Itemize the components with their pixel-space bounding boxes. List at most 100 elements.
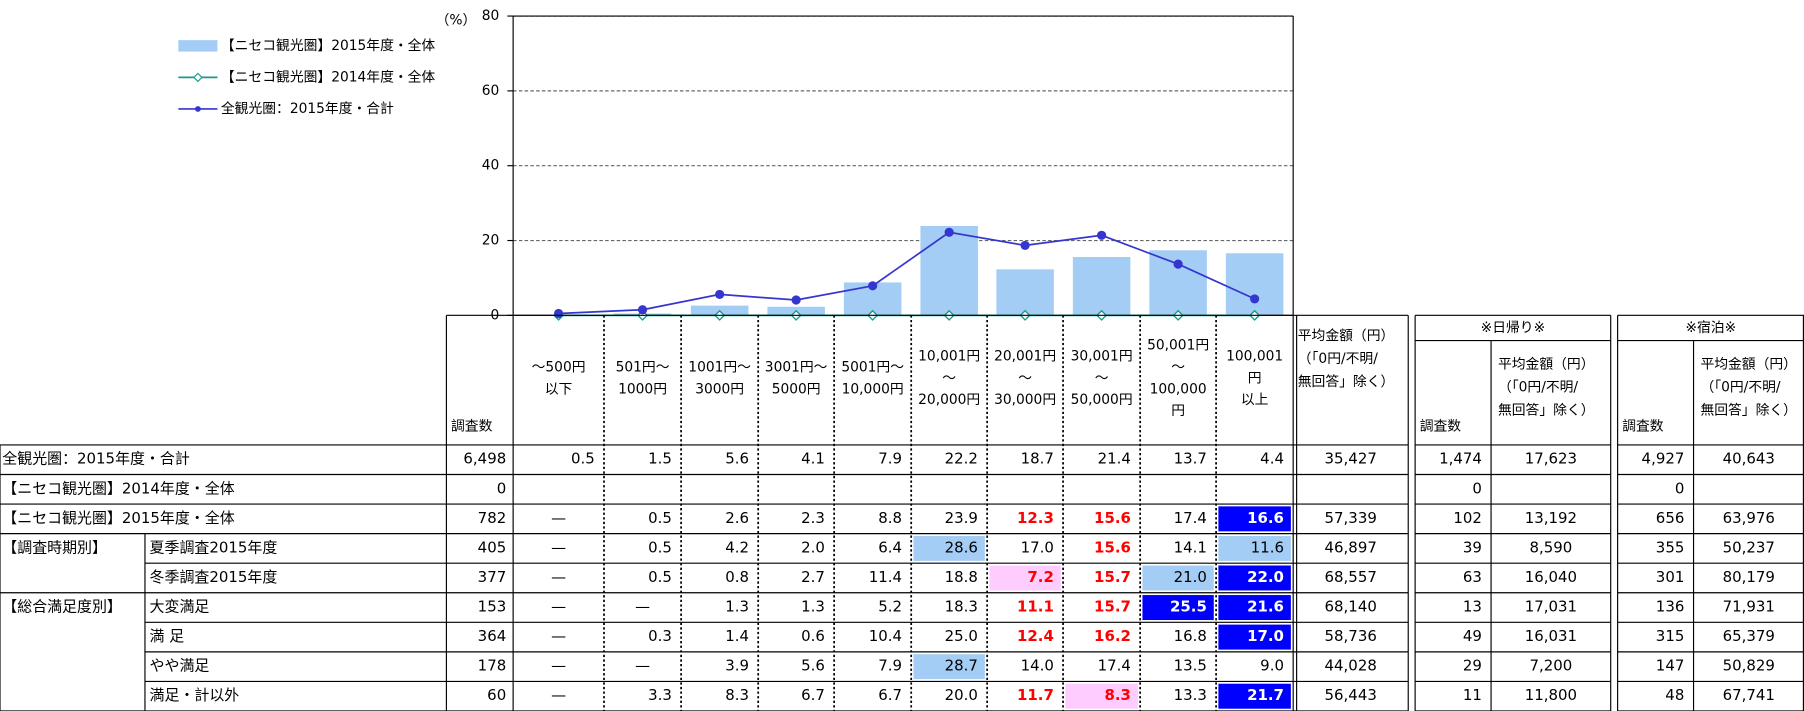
cell: 13.7 <box>1174 450 1207 468</box>
cell-highlight <box>1218 624 1291 650</box>
cell: 10.4 <box>869 627 902 645</box>
legend-swatch <box>178 40 218 52</box>
cell: 49 <box>1463 627 1482 645</box>
cell: 153 <box>478 598 507 616</box>
column-header: 1000円 <box>618 381 667 397</box>
cell: 6,498 <box>463 450 506 468</box>
cell: 17.0 <box>1021 538 1054 556</box>
column-header: （「0円/不明/ <box>1700 380 1780 396</box>
cell: 56,443 <box>1325 686 1377 704</box>
cell: 48 <box>1665 686 1684 704</box>
row-label: 【ニセコ観光圏】2014年度・全体 <box>2 479 234 497</box>
cell: 35,427 <box>1325 450 1377 468</box>
cell: 21.7 <box>1247 686 1284 704</box>
cell: 4.4 <box>1260 450 1284 468</box>
cell: 7.9 <box>878 657 902 675</box>
cell: 364 <box>478 627 507 645</box>
cell: 67,741 <box>1723 686 1775 704</box>
cell: 17.0 <box>1247 627 1284 645</box>
cell: 1.3 <box>801 598 825 616</box>
cell: 7,200 <box>1529 657 1572 675</box>
legend-marker <box>193 72 203 83</box>
cell: 57,339 <box>1325 509 1377 527</box>
cell: 301 <box>1656 568 1685 586</box>
cell: 17,031 <box>1525 598 1577 616</box>
cell-highlight <box>913 654 985 680</box>
marker <box>1250 294 1260 304</box>
column-header: 調査数 <box>1420 419 1462 435</box>
cell: 0.8 <box>725 568 749 586</box>
cell: 0 <box>1472 479 1482 497</box>
cell: 63,976 <box>1723 509 1775 527</box>
cell: 0.5 <box>571 450 595 468</box>
row-label: 【ニセコ観光圏】2015年度・全体 <box>2 509 234 527</box>
cell: 80,179 <box>1723 568 1775 586</box>
cell: 71,931 <box>1723 598 1775 616</box>
column-header: 5000円 <box>772 381 821 397</box>
marker <box>1020 240 1030 250</box>
y-tick-label: 80 <box>482 8 500 24</box>
column-header: 無回答」除く） <box>1298 373 1395 390</box>
cell-highlight <box>1065 683 1138 709</box>
column-header: （「0円/不明/ <box>1498 380 1578 396</box>
cell: 25.0 <box>945 627 978 645</box>
column-header: 20,000円 <box>918 392 980 408</box>
cell: 8,590 <box>1529 538 1572 556</box>
marker <box>553 308 564 319</box>
cell: 2.6 <box>725 509 749 527</box>
cell: 405 <box>478 538 507 556</box>
marker <box>1097 230 1107 240</box>
cell: 18.7 <box>1021 450 1054 468</box>
cell: 8.8 <box>878 509 902 527</box>
cell: 25.5 <box>1170 598 1207 616</box>
column-header: 1001円～ <box>688 360 751 376</box>
cell: — <box>635 598 650 616</box>
cell: 11,800 <box>1525 686 1577 704</box>
cell: 656 <box>1656 509 1685 527</box>
column-header: 平均金額（円） <box>1700 357 1797 373</box>
column-header: （「0円/不明/ <box>1298 351 1378 367</box>
cell: 315 <box>1656 627 1685 645</box>
cell: 0.6 <box>801 627 825 645</box>
cell: 18.3 <box>945 598 978 616</box>
cell: 16.2 <box>1094 627 1131 645</box>
cell: 12.4 <box>1017 627 1054 645</box>
row-label: 大変満足 <box>150 598 210 616</box>
cell: — <box>551 509 566 527</box>
cell: 16,040 <box>1525 568 1577 586</box>
cell: 4,927 <box>1642 450 1685 468</box>
column-header: ～ <box>1171 360 1185 376</box>
cell: 0 <box>497 479 507 497</box>
cell: 1.5 <box>648 450 672 468</box>
marker <box>715 289 725 299</box>
cell: 17.4 <box>1098 657 1131 675</box>
row-label: 夏季調査2015年度 <box>150 538 278 556</box>
column-header: 平均金額（円） <box>1498 357 1595 373</box>
cell: 29 <box>1463 657 1482 675</box>
cell: 17,623 <box>1525 450 1577 468</box>
column-header: 30,001円 <box>1071 349 1133 365</box>
cell: — <box>551 568 566 586</box>
column-header: ※日帰り※ <box>1481 319 1545 336</box>
cell-highlight <box>1218 595 1291 621</box>
cell: 23.9 <box>945 509 978 527</box>
column-header: 円 <box>1171 403 1185 419</box>
column-header: 50,000円 <box>1071 392 1133 408</box>
column-header: 3000円 <box>695 381 744 397</box>
cell: 782 <box>478 509 507 527</box>
bar <box>920 225 978 316</box>
cell: 44,028 <box>1325 657 1377 675</box>
column-header: 調査数 <box>1622 419 1664 435</box>
cell: 5.6 <box>801 657 825 675</box>
cell: 3.9 <box>725 657 749 675</box>
column-header: ～500円 <box>532 360 586 376</box>
row-label: 満足・計以外 <box>150 686 240 704</box>
cell: — <box>551 538 566 556</box>
cell: 2.0 <box>801 538 825 556</box>
row-label: 冬季調査2015年度 <box>150 568 278 586</box>
bar <box>1225 253 1284 316</box>
column-header: 50,001円 <box>1147 338 1209 354</box>
cell-highlight <box>1218 535 1291 561</box>
legend-label: 【ニセコ観光圏】2015年度・全体 <box>221 37 436 54</box>
